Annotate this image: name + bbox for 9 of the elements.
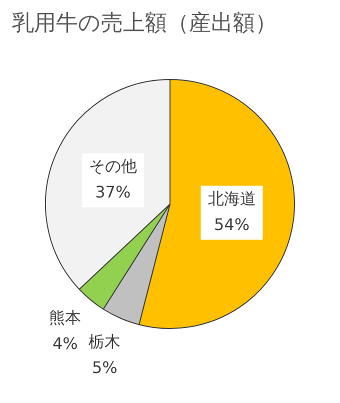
chart-title: 乳用牛の売上額（産出額）	[12, 10, 277, 38]
slice-label: その他	[88, 156, 137, 176]
data-label: 37%	[95, 182, 131, 202]
data-label: 4%	[52, 334, 78, 353]
data-label: 54%	[214, 214, 250, 234]
slice-label: 北海道	[208, 188, 256, 208]
slice-label: 栃木	[88, 332, 121, 352]
data-label: 5%	[92, 358, 118, 378]
slice-label: 熊本	[49, 308, 82, 327]
